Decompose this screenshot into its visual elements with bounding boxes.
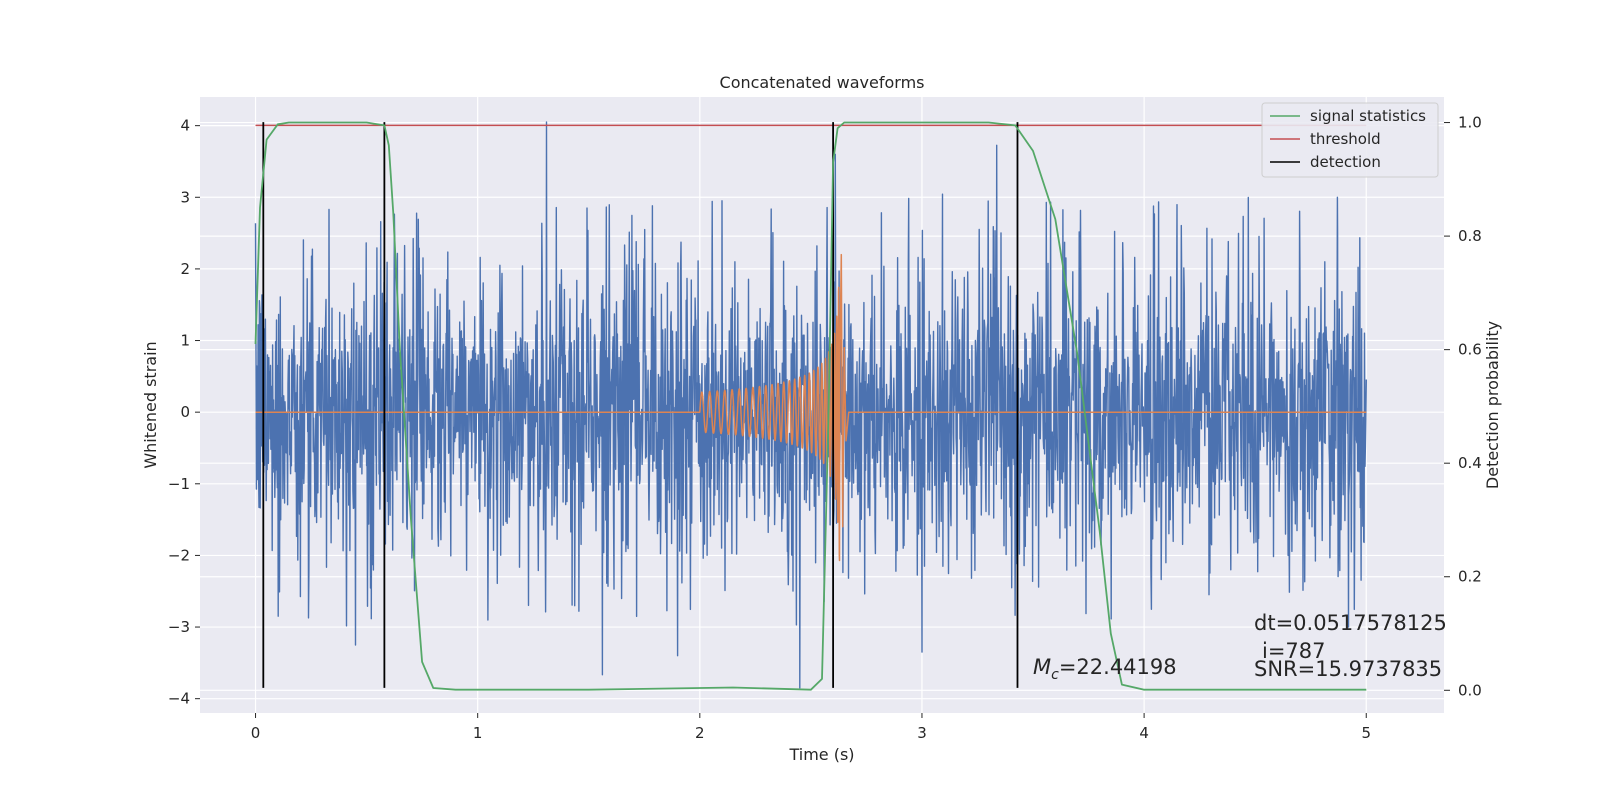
x-tick-label: 5 <box>1361 724 1371 742</box>
x-tick-label: 2 <box>695 724 705 742</box>
legend-label-threshold: threshold <box>1310 130 1381 148</box>
x-tick-label: 0 <box>251 724 261 742</box>
legend-label-detection: detection <box>1310 153 1381 171</box>
y-tick-label-right: 0.4 <box>1458 454 1482 472</box>
x-tick-label: 3 <box>917 724 927 742</box>
annotation-chirp-mass-symbol: M <box>1033 655 1051 679</box>
y-tick-label-right: 1.0 <box>1458 114 1482 132</box>
y-tick-label-right: 0.0 <box>1458 681 1482 699</box>
strain-trace <box>254 121 1367 689</box>
data-layer <box>254 121 1367 691</box>
y-axis-label-left: Whitened strain <box>141 341 160 468</box>
y-tick-label-left: −3 <box>168 618 190 636</box>
y-axis-label-right: Detection probability <box>1483 321 1502 489</box>
y-tick-label-left: −1 <box>168 475 190 493</box>
legend: signal statistics threshold detection <box>1261 102 1439 178</box>
y-tick-label-left: −2 <box>168 546 190 564</box>
y-tick-label-left: 1 <box>180 332 190 350</box>
annotation-dt: dt=0.0517578125 <box>1254 611 1447 635</box>
axes: 0 1 2 3 4 5 −4 −3 −2 −1 0 1 2 3 4 0.0 0.2 0.4 0.6 0.8 1.0 <box>168 114 1482 742</box>
annotation-chirp-mass-value: =22.44198 <box>1059 655 1177 679</box>
x-axis-label: Time (s) <box>788 745 854 764</box>
y-tick-label-left: 2 <box>180 260 190 278</box>
x-tick-label: 4 <box>1139 724 1149 742</box>
legend-box <box>1261 102 1439 178</box>
y-tick-label-right: 0.6 <box>1458 341 1482 359</box>
annotation-chirp-mass-subscript: c <box>1051 667 1059 683</box>
template-chirp <box>255 253 1367 562</box>
legend-label-signal-statistics: signal statistics <box>1310 107 1426 125</box>
y-tick-label-left: 3 <box>180 188 190 206</box>
y-tick-label-left: −4 <box>168 690 190 708</box>
annotation-i: i=787 <box>1262 639 1326 663</box>
x-tick-label: 1 <box>473 724 483 742</box>
y-tick-label-left: 4 <box>180 117 190 135</box>
y-tick-label-left: 0 <box>180 403 190 421</box>
signal-statistics-line <box>254 121 1367 691</box>
y-tick-label-right: 0.8 <box>1458 227 1482 245</box>
annotation-snr: SNR=15.9737835 <box>1254 657 1442 681</box>
y-tick-label-right: 0.2 <box>1458 568 1482 586</box>
annotation-chirp-mass: Mc=22.44198 <box>1033 655 1177 683</box>
chart-title: Concatenated waveforms <box>720 73 925 92</box>
